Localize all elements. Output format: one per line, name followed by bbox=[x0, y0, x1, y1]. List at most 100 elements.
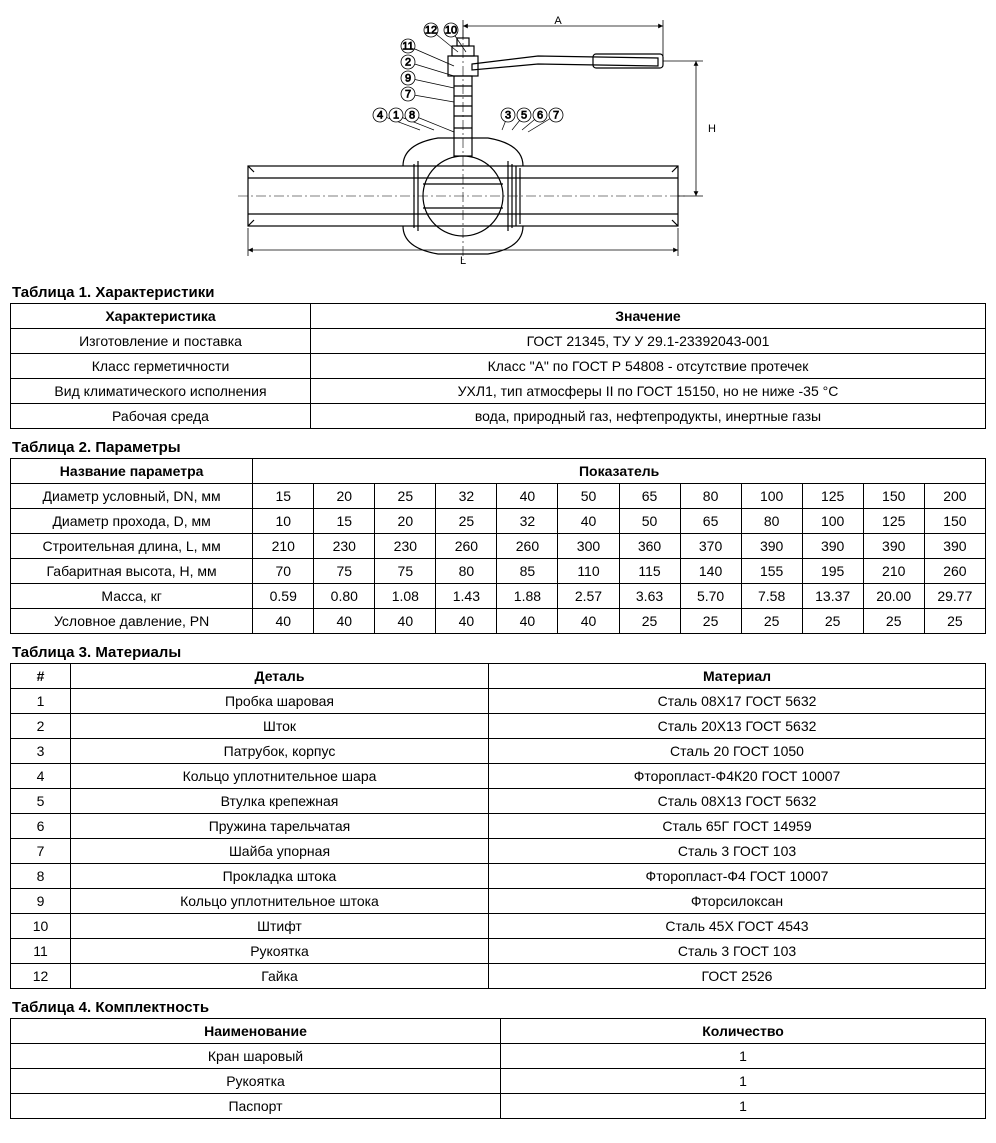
t2-value: 100 bbox=[741, 484, 802, 509]
t2-value: 75 bbox=[375, 559, 436, 584]
t2-value: 230 bbox=[375, 534, 436, 559]
t2-value: 25 bbox=[802, 609, 863, 634]
callout-number: 6 bbox=[537, 110, 543, 122]
table1-header-value: Значение bbox=[311, 304, 986, 329]
t2-param-name: Габаритная высота, H, мм bbox=[11, 559, 253, 584]
t2-value: 40 bbox=[558, 609, 619, 634]
t3-num: 9 bbox=[11, 889, 71, 914]
t3-num: 11 bbox=[11, 939, 71, 964]
t4-name: Рукоятка bbox=[11, 1069, 501, 1094]
t3-part: Патрубок, корпус bbox=[71, 739, 489, 764]
table-row: 12ГайкаГОСТ 2526 bbox=[11, 964, 986, 989]
t2-value: 155 bbox=[741, 559, 802, 584]
t2-value: 5.70 bbox=[680, 584, 741, 609]
table-row: 4Кольцо уплотнительное шараФторопласт-Ф4… bbox=[11, 764, 986, 789]
table4-title: Таблица 4. Комплектность bbox=[12, 999, 986, 1016]
t2-value: 20 bbox=[314, 484, 375, 509]
t1-param: Класс герметичности bbox=[11, 354, 311, 379]
t2-value: 70 bbox=[253, 559, 314, 584]
t3-num: 5 bbox=[11, 789, 71, 814]
t2-value: 25 bbox=[619, 609, 680, 634]
t2-value: 32 bbox=[436, 484, 497, 509]
t1-param: Рабочая среда bbox=[11, 404, 311, 429]
t3-material: Сталь 3 ГОСТ 103 bbox=[489, 939, 986, 964]
table-row: 1Пробка шароваяСталь 08Х17 ГОСТ 5632 bbox=[11, 689, 986, 714]
t2-value: 40 bbox=[497, 609, 558, 634]
dim-label-l: L bbox=[460, 255, 466, 266]
t4-qty: 1 bbox=[501, 1094, 986, 1119]
table-row: Масса, кг0.590.801.081.431.882.573.635.7… bbox=[11, 584, 986, 609]
t3-num: 4 bbox=[11, 764, 71, 789]
t3-part: Пробка шаровая bbox=[71, 689, 489, 714]
t3-part: Кольцо уплотнительное шара bbox=[71, 764, 489, 789]
t2-value: 390 bbox=[924, 534, 985, 559]
table2-header-value: Показатель bbox=[253, 459, 986, 484]
callout-number: 5 bbox=[521, 110, 527, 122]
t2-value: 390 bbox=[802, 534, 863, 559]
t2-value: 360 bbox=[619, 534, 680, 559]
table-row: Вид климатического исполненияУХЛ1, тип а… bbox=[11, 379, 986, 404]
t1-value: Класс "А" по ГОСТ Р 54808 - отсутствие п… bbox=[311, 354, 986, 379]
valve-diagram: A H L 1210112974183567 bbox=[238, 16, 758, 266]
t2-value: 65 bbox=[619, 484, 680, 509]
t3-part: Втулка крепежная bbox=[71, 789, 489, 814]
table3-header-part: Деталь bbox=[71, 664, 489, 689]
t3-part: Шток bbox=[71, 714, 489, 739]
table-row: Рукоятка1 bbox=[11, 1069, 986, 1094]
t3-num: 7 bbox=[11, 839, 71, 864]
table-row: Условное давление, PN4040404040402525252… bbox=[11, 609, 986, 634]
table-row: 5Втулка крепежнаяСталь 08Х13 ГОСТ 5632 bbox=[11, 789, 986, 814]
table2-title: Таблица 2. Параметры bbox=[12, 439, 986, 456]
t3-material: Фторсилоксан bbox=[489, 889, 986, 914]
t2-value: 25 bbox=[863, 609, 924, 634]
t2-param-name: Диаметр прохода, D, мм bbox=[11, 509, 253, 534]
t2-value: 125 bbox=[863, 509, 924, 534]
t3-part: Шайба упорная bbox=[71, 839, 489, 864]
table-row: Диаметр условный, DN, мм1520253240506580… bbox=[11, 484, 986, 509]
t2-value: 0.80 bbox=[314, 584, 375, 609]
table-row: 7Шайба упорнаяСталь 3 ГОСТ 103 bbox=[11, 839, 986, 864]
table-row: Класс герметичностиКласс "А" по ГОСТ Р 5… bbox=[11, 354, 986, 379]
t2-value: 1.43 bbox=[436, 584, 497, 609]
t2-value: 2.57 bbox=[558, 584, 619, 609]
t2-value: 75 bbox=[314, 559, 375, 584]
t4-qty: 1 bbox=[501, 1044, 986, 1069]
table3-title: Таблица 3. Материалы bbox=[12, 644, 986, 661]
t3-material: Сталь 08Х13 ГОСТ 5632 bbox=[489, 789, 986, 814]
t2-value: 210 bbox=[253, 534, 314, 559]
t3-part: Пружина тарельчатая bbox=[71, 814, 489, 839]
t4-name: Кран шаровый bbox=[11, 1044, 501, 1069]
t2-value: 80 bbox=[741, 509, 802, 534]
t2-value: 370 bbox=[680, 534, 741, 559]
t2-value: 15 bbox=[253, 484, 314, 509]
table-row: Кран шаровый1 bbox=[11, 1044, 986, 1069]
callout-number: 7 bbox=[553, 110, 559, 122]
t2-value: 1.08 bbox=[375, 584, 436, 609]
t2-value: 150 bbox=[863, 484, 924, 509]
table-row: Диаметр прохода, D, мм101520253240506580… bbox=[11, 509, 986, 534]
t3-material: Сталь 45Х ГОСТ 4543 bbox=[489, 914, 986, 939]
t3-num: 6 bbox=[11, 814, 71, 839]
t2-value: 80 bbox=[436, 559, 497, 584]
callout-number: 1 bbox=[393, 110, 399, 122]
t2-value: 125 bbox=[802, 484, 863, 509]
t2-value: 0.59 bbox=[253, 584, 314, 609]
table-row: 9Кольцо уплотнительное штокаФторсилоксан bbox=[11, 889, 986, 914]
t1-param: Вид климатического исполнения bbox=[11, 379, 311, 404]
t2-value: 29.77 bbox=[924, 584, 985, 609]
t3-material: Сталь 08Х17 ГОСТ 5632 bbox=[489, 689, 986, 714]
t2-value: 115 bbox=[619, 559, 680, 584]
table2: Название параметра Показатель Диаметр ус… bbox=[10, 458, 986, 634]
t3-part: Штифт bbox=[71, 914, 489, 939]
table4: Наименование Количество Кран шаровый1Рук… bbox=[10, 1018, 986, 1119]
t2-value: 40 bbox=[436, 609, 497, 634]
callout-number: 8 bbox=[409, 110, 415, 122]
t2-value: 50 bbox=[558, 484, 619, 509]
t2-value: 50 bbox=[619, 509, 680, 534]
t3-num: 8 bbox=[11, 864, 71, 889]
table-row: Габаритная высота, H, мм7075758085110115… bbox=[11, 559, 986, 584]
dim-label-a: A bbox=[554, 16, 562, 27]
t2-value: 25 bbox=[741, 609, 802, 634]
table-row: Строительная длина, L, мм210230230260260… bbox=[11, 534, 986, 559]
t3-material: Сталь 3 ГОСТ 103 bbox=[489, 839, 986, 864]
